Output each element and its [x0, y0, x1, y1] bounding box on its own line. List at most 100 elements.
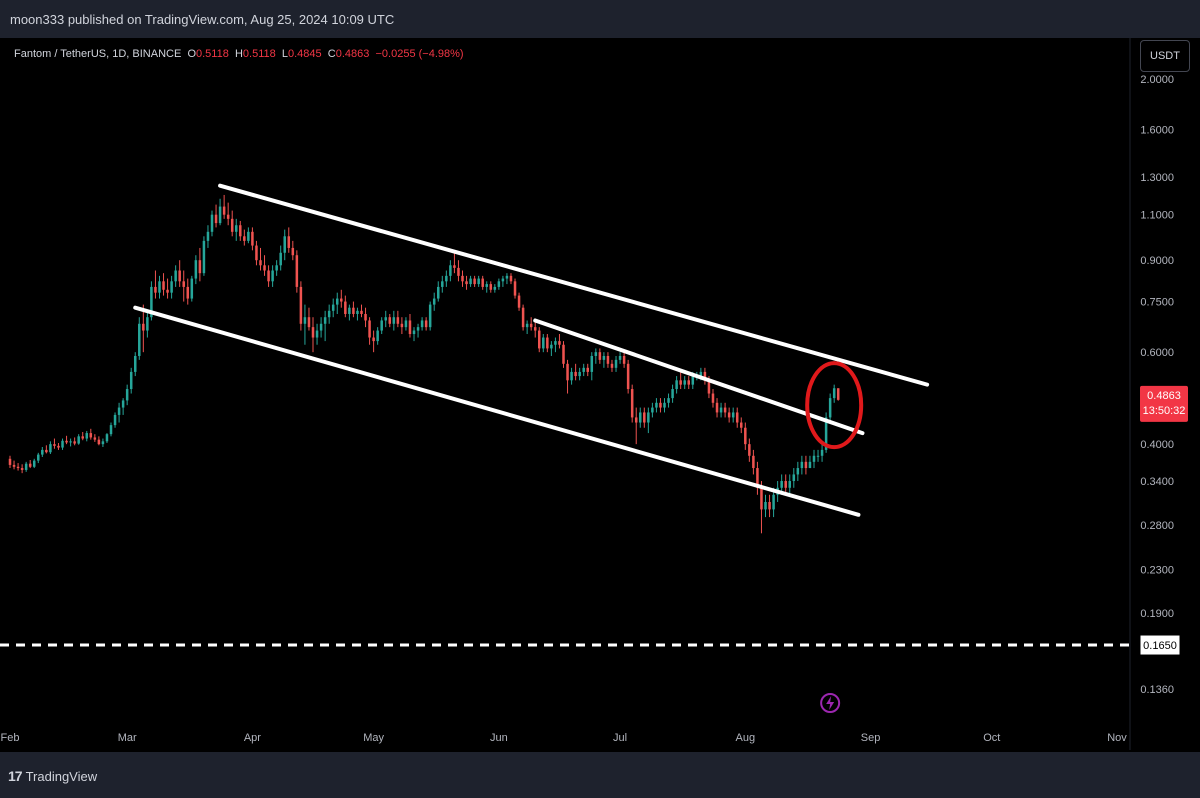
candle-body: [800, 461, 804, 469]
candle-body: [37, 454, 40, 461]
candle: [368, 317, 371, 345]
candle: [283, 229, 286, 261]
candle: [473, 275, 476, 287]
candle-body: [445, 275, 448, 282]
candle: [162, 273, 165, 296]
candle-body: [643, 412, 646, 423]
x-tick-label: Jul: [613, 732, 627, 744]
candle: [222, 194, 226, 219]
candle-body: [271, 270, 274, 282]
candle: [97, 436, 101, 446]
candle: [344, 295, 347, 318]
annotation-circle[interactable]: [805, 361, 864, 450]
x-tick-label: Aug: [736, 732, 756, 744]
candle: [820, 444, 824, 462]
candle: [158, 275, 161, 299]
candle: [53, 438, 56, 449]
candle-body: [170, 281, 173, 293]
candle: [453, 250, 456, 274]
symbol-name[interactable]: Fantom / TetherUS, 1D, BINANCE: [14, 48, 182, 60]
candle: [784, 474, 787, 495]
candle-body: [412, 330, 416, 335]
candle-body: [142, 323, 145, 331]
candle: [170, 275, 173, 299]
candle-body: [20, 468, 24, 470]
candle: [400, 317, 404, 335]
candle: [594, 348, 598, 364]
candle: [711, 389, 715, 408]
candle-body: [525, 323, 529, 328]
candle-body: [461, 275, 464, 282]
candle-body: [424, 320, 428, 328]
candle-body: [93, 437, 97, 440]
lightning-icon[interactable]: [820, 693, 841, 713]
candle-body: [129, 371, 133, 390]
candle: [481, 275, 484, 290]
candle-body: [97, 439, 101, 445]
candle-body: [723, 407, 727, 413]
candle: [424, 317, 428, 331]
candle-body: [639, 412, 642, 423]
tradingview-logo[interactable]: 17 TradingView: [8, 768, 97, 784]
candle: [24, 461, 28, 472]
candle-body: [699, 371, 703, 377]
candle-body: [606, 355, 610, 364]
candle-body: [820, 449, 824, 456]
candle: [735, 407, 739, 428]
candle-body: [28, 463, 32, 467]
candle: [740, 417, 743, 434]
candle: [449, 260, 452, 282]
candle-body: [41, 449, 44, 455]
candle: [812, 449, 816, 469]
candle-body: [505, 275, 509, 279]
x-tick-label: Oct: [983, 732, 1000, 744]
candle-body: [291, 247, 295, 256]
candle: [760, 481, 763, 534]
candle: [816, 449, 820, 462]
candle: [138, 317, 141, 360]
candle-body: [372, 337, 375, 342]
trendline[interactable]: [218, 183, 930, 387]
candle-body: [85, 433, 89, 439]
candle: [210, 210, 214, 237]
y-tick-label: 1.1000: [1140, 210, 1174, 222]
candle-body: [12, 464, 16, 467]
price-chart[interactable]: 2.0000 1.6000 1.3000 1.1000 0.9000 0.7500 0.60…: [0, 38, 1200, 752]
close-value: 0.4863: [335, 48, 370, 60]
candle: [772, 487, 775, 518]
tradingview-brand: TradingView: [25, 768, 98, 784]
currency-button[interactable]: USDT: [1140, 40, 1190, 72]
candle: [49, 441, 52, 455]
candle-body: [49, 444, 52, 453]
candle-body: [166, 289, 169, 293]
candle: [230, 210, 234, 237]
candle-body: [101, 441, 105, 445]
candle: [331, 298, 335, 318]
chart-frame[interactable]: [0, 38, 1200, 752]
candle: [255, 240, 258, 266]
candle-body: [311, 327, 315, 338]
candle: [465, 275, 468, 290]
candle: [41, 447, 44, 457]
candle: [630, 384, 634, 423]
candle-body: [8, 458, 12, 465]
candle: [639, 407, 642, 428]
x-tick-label: Nov: [1107, 732, 1127, 744]
candle-body: [146, 317, 149, 331]
candle: [287, 227, 291, 253]
candle: [129, 367, 133, 394]
candle: [792, 468, 796, 488]
candle-body: [533, 327, 537, 331]
candle: [327, 304, 331, 324]
candle-body: [360, 310, 363, 314]
candle: [570, 367, 573, 385]
candle-body: [824, 417, 828, 450]
candle-body: [230, 218, 234, 232]
y-tick-label: 1.3000: [1140, 172, 1174, 184]
candle-body: [340, 298, 343, 302]
candle-body: [69, 441, 72, 443]
trendline[interactable]: [133, 305, 861, 517]
x-tick-label: Feb: [1, 732, 20, 744]
candle: [335, 292, 339, 314]
candle-body: [582, 367, 585, 372]
